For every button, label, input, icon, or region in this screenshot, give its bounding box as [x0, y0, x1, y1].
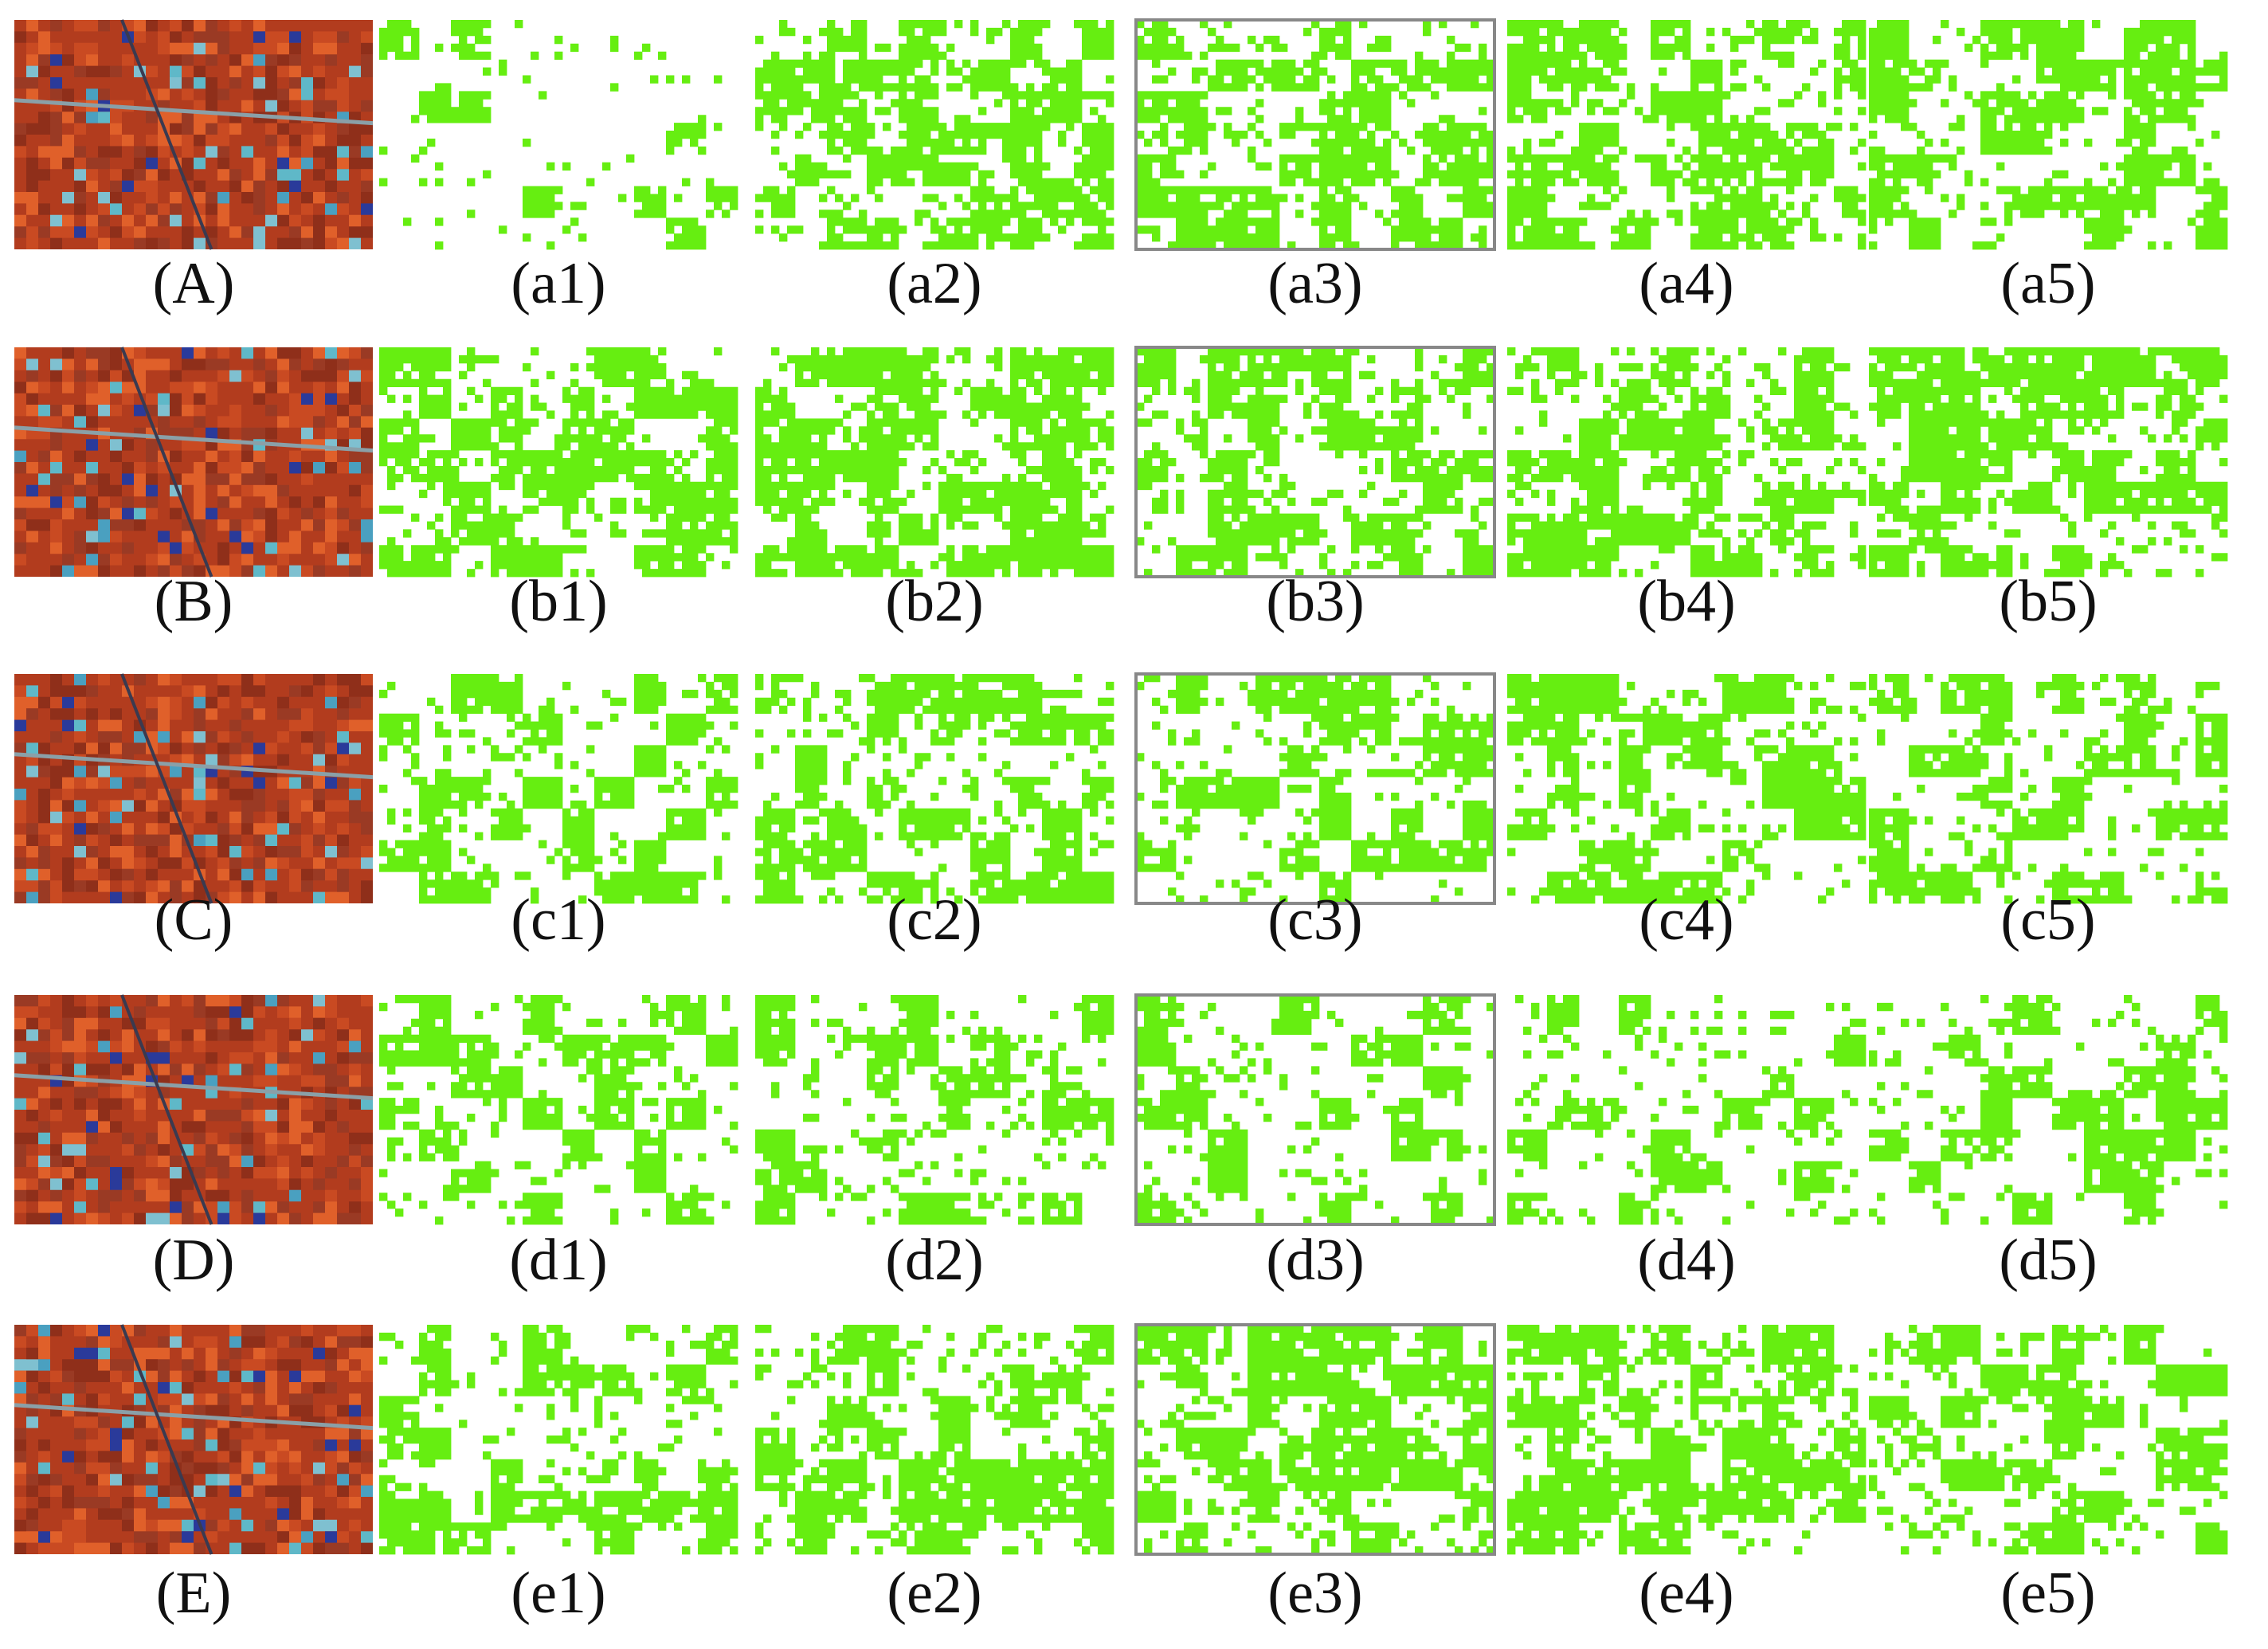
panel-label: (c3): [1267, 887, 1362, 953]
panel-label: (b3): [1266, 569, 1364, 634]
panel-label: (a4): [1639, 251, 1733, 316]
road: [120, 1324, 213, 1555]
panel-label: (b5): [1999, 569, 2097, 634]
satellite-patch: [14, 20, 361, 249]
road: [14, 1073, 374, 1101]
panel-label: (B): [155, 569, 233, 634]
satellite-patch: [50, 31, 373, 238]
panel-label: (e4): [1639, 1561, 1733, 1626]
satellite-patch: [98, 65, 349, 215]
panel-label: (C): [155, 887, 233, 953]
road: [14, 1403, 374, 1431]
road: [120, 19, 213, 250]
classification-mask: [755, 20, 1114, 250]
classification-mask: [1507, 1325, 1866, 1555]
panel-label: (b1): [509, 569, 607, 634]
classification-mask: [1869, 20, 2228, 250]
classification-mask: [1136, 347, 1495, 578]
figure-row: (A) (a1) (a2) (a3) (a4) (a5): [14, 18, 2228, 316]
satellite-patch: [26, 674, 373, 903]
highlight-border: [1134, 993, 1496, 1226]
panel-label: (E): [156, 1561, 232, 1626]
classification-mask: [1136, 674, 1495, 904]
satellite-patch: [14, 995, 361, 1224]
satellite-patch: [14, 995, 373, 1224]
classification-mask: [1869, 995, 2228, 1225]
figure-row: (B) (b1) (b2) (b3) (b4) (b5): [14, 346, 2228, 634]
panel-label: (b4): [1637, 569, 1735, 634]
road: [120, 673, 213, 904]
satellite-patch: [26, 347, 337, 554]
panel-label: (c2): [887, 887, 981, 953]
classification-mask: [755, 1325, 1114, 1555]
classification-mask: [379, 995, 738, 1225]
classification-mask: [755, 674, 1114, 904]
road: [120, 347, 213, 578]
satellite-patch: [14, 995, 325, 1224]
highlight-border: [1134, 672, 1496, 905]
highlight-border: [1134, 346, 1496, 578]
panel-label: (b2): [885, 569, 983, 634]
panel-label: (e5): [2000, 1561, 2095, 1626]
classification-mask: [1136, 1325, 1495, 1555]
road: [14, 752, 374, 780]
satellite-patch: [38, 1347, 373, 1554]
satellite-patch: [14, 674, 373, 903]
classification-mask: [1136, 995, 1495, 1225]
satellite-patch: [14, 347, 373, 577]
satellite-patch: [26, 42, 361, 250]
satellite-patch: [38, 347, 337, 577]
panel-label: (a5): [2000, 251, 2095, 316]
classification-mask: [379, 20, 738, 250]
panel-label: (e3): [1267, 1561, 1362, 1626]
classification-mask: [1136, 20, 1495, 250]
classification-mask: [755, 995, 1114, 1225]
classification-mask: [1507, 347, 1866, 578]
panel-label: (e1): [511, 1561, 605, 1626]
satellite-patch: [14, 1325, 373, 1554]
panel-label: (d3): [1266, 1228, 1364, 1293]
classification-mask: [1869, 674, 2228, 904]
road: [14, 425, 374, 453]
panel-label: (a1): [511, 251, 605, 316]
figure-row: (C) (c1) (c2) (c3) (c4) (c5): [14, 672, 2228, 953]
satellite-patch: [14, 696, 349, 903]
panel-label: (d5): [1999, 1228, 2097, 1293]
satellite-patch: [14, 347, 373, 577]
classification-mask: [755, 347, 1114, 578]
figure-row: (E) (e1) (e2) (e3) (e4) (e5): [14, 1323, 2228, 1626]
classification-mask: [1507, 674, 1866, 904]
panel-label: (c4): [1639, 887, 1733, 953]
highlight-border: [1134, 1323, 1496, 1556]
classification-mask: [1507, 995, 1866, 1225]
panel-label: (c5): [2000, 887, 2095, 953]
satellite-patch: [26, 358, 361, 577]
panel-label: (a3): [1267, 251, 1362, 316]
panel-label: (e2): [887, 1561, 981, 1626]
satellite-patch: [14, 674, 361, 903]
classification-mask: [379, 1325, 738, 1555]
panel-label: (A): [153, 251, 235, 316]
panel-label: (d1): [509, 1228, 607, 1293]
panel-label: (D): [153, 1228, 235, 1293]
satellite-patch: [14, 674, 373, 903]
classification-mask: [1869, 347, 2228, 578]
satellite-patch: [14, 1325, 373, 1554]
panel-label: (c1): [511, 887, 605, 953]
road: [14, 98, 374, 126]
figure-row: (D) (d1) (d2) (d3) (d4) (d5): [14, 993, 2228, 1293]
panel-label: (d4): [1637, 1228, 1735, 1293]
classification-mask: [1507, 20, 1866, 250]
classification-mask: [379, 674, 738, 904]
panel-label: (a2): [887, 251, 981, 316]
panel-label: (d2): [885, 1228, 983, 1293]
classification-mask: [379, 347, 738, 578]
road: [120, 994, 213, 1225]
classification-mask: [1869, 1325, 2228, 1555]
highlight-border: [1134, 18, 1496, 251]
